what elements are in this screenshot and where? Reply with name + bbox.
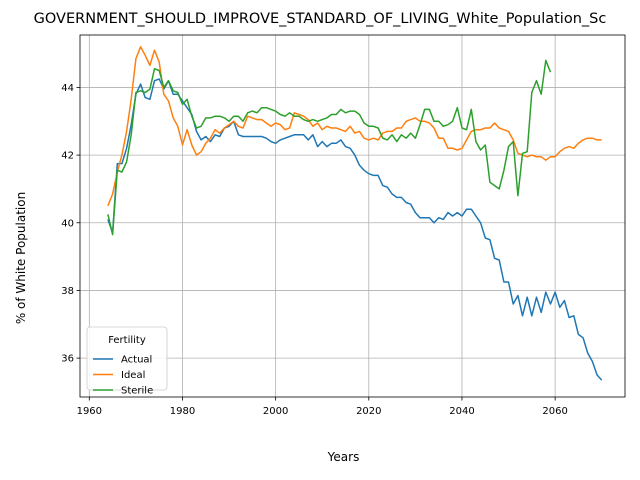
chart-title: GOVERNMENT_SHOULD_IMPROVE_STANDARD_OF_LI… (34, 11, 607, 27)
x-tick-label: 2000 (263, 406, 288, 417)
x-tick-label: 1980 (170, 406, 195, 417)
x-axis-label: Years (327, 450, 360, 464)
axes: 1960 1980 2000 2020 2040 2060 36 38 40 42 44 (61, 83, 568, 417)
legend-label-ideal: Ideal (121, 370, 145, 381)
y-tick-label: 36 (61, 354, 74, 365)
plot-frame (79, 34, 626, 398)
series-line-sterile (107, 59, 552, 236)
legend-label-sterile: Sterile (121, 386, 153, 397)
x-tick-label: 2040 (449, 406, 474, 417)
y-tick-label: 42 (61, 151, 74, 162)
y-tick-label: 44 (61, 83, 74, 94)
x-tick-label: 2020 (356, 406, 381, 417)
series-line-ideal (107, 46, 602, 207)
legend-label-actual: Actual (121, 355, 152, 366)
y-tick-label: 38 (61, 286, 74, 297)
legend: Fertility Actual Ideal Sterile (86, 326, 168, 397)
series-line-actual (107, 78, 603, 381)
y-axis-label: % of White Population (14, 192, 28, 324)
x-tick-label: 1960 (77, 406, 102, 417)
y-tick-label: 40 (61, 218, 74, 229)
x-tick-label: 2060 (542, 406, 567, 417)
legend-title: Fertility (108, 335, 146, 346)
series-lines (107, 46, 603, 381)
